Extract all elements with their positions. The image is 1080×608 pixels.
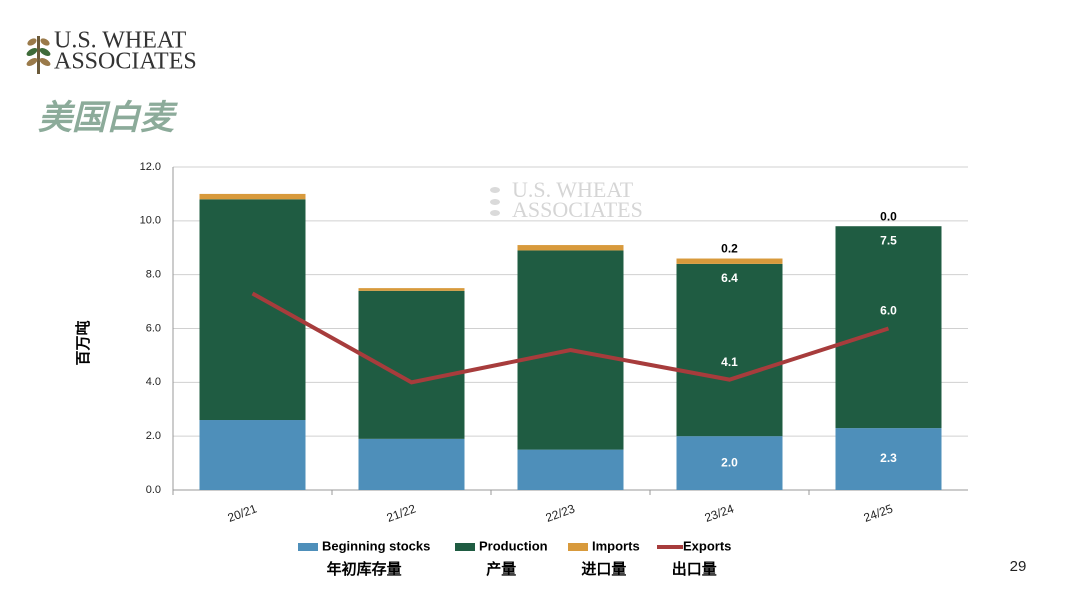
watermark: U.S. WHEAT ASSOCIATES	[490, 177, 643, 222]
bar-segment	[835, 226, 942, 429]
legend-label: Beginning stocks	[322, 538, 430, 553]
data-label: 6.4	[721, 271, 738, 285]
data-label: 2.3	[880, 451, 897, 465]
watermark-text: U.S. WHEAT	[512, 177, 634, 202]
bar-segment	[676, 263, 783, 437]
bar-segment	[835, 428, 942, 490]
watermark-text: ASSOCIATES	[512, 197, 643, 222]
x-tick-label: 24/25	[862, 501, 895, 525]
data-label: 7.5	[880, 233, 897, 247]
legend-label-cn: 年初库存量	[327, 560, 402, 578]
data-label: 2.0	[721, 455, 738, 469]
y-tick-label: 2.0	[146, 430, 161, 442]
x-tick-label: 22/23	[544, 501, 577, 525]
x-tick-label: 23/24	[703, 501, 736, 525]
legend-label: Imports	[592, 538, 640, 553]
x-tick-label: 20/21	[226, 501, 259, 525]
data-label: 0.0	[880, 209, 897, 223]
logo-icon	[26, 36, 51, 74]
data-label: 4.1	[721, 355, 738, 369]
bar-segment	[358, 288, 465, 291]
data-label: 6.0	[880, 304, 897, 318]
bar-segment	[358, 438, 465, 490]
bar-segment	[199, 420, 306, 490]
page-number: 29	[1010, 558, 1027, 575]
y-tick-label: 0.0	[146, 484, 161, 496]
legend-label: Production	[479, 538, 548, 553]
y-axis-label: 百万吨	[74, 320, 92, 365]
y-tick-label: 8.0	[146, 269, 161, 281]
legend-label-cn: 产量	[486, 560, 516, 578]
y-tick-label: 6.0	[146, 322, 161, 334]
bar-segment	[676, 258, 783, 264]
y-tick-label: 4.0	[146, 376, 161, 388]
bar-segment	[358, 290, 465, 439]
legend-label-cn: 出口量	[672, 560, 717, 578]
y-tick-label: 10.0	[140, 215, 161, 227]
bar-segment	[199, 199, 306, 421]
legend-label: Exports	[683, 538, 731, 553]
legend-swatch	[568, 543, 588, 551]
bar-segment	[517, 245, 624, 251]
slide-title: 美国白麦	[38, 99, 178, 137]
data-label: 0.2	[721, 242, 738, 256]
legend-swatch	[455, 543, 475, 551]
bar-segment	[517, 449, 624, 490]
bar-segment	[676, 436, 783, 490]
logo-text: ASSOCIATES	[54, 49, 197, 75]
legend-swatch	[298, 543, 318, 551]
legend-label-cn: 进口量	[581, 561, 626, 578]
y-tick-label: 12.0	[140, 161, 161, 173]
line	[251, 291, 890, 385]
x-tick-label: 21/22	[385, 501, 418, 525]
logo-text: U.S. WHEAT	[54, 28, 187, 54]
bar-segment	[199, 193, 306, 200]
